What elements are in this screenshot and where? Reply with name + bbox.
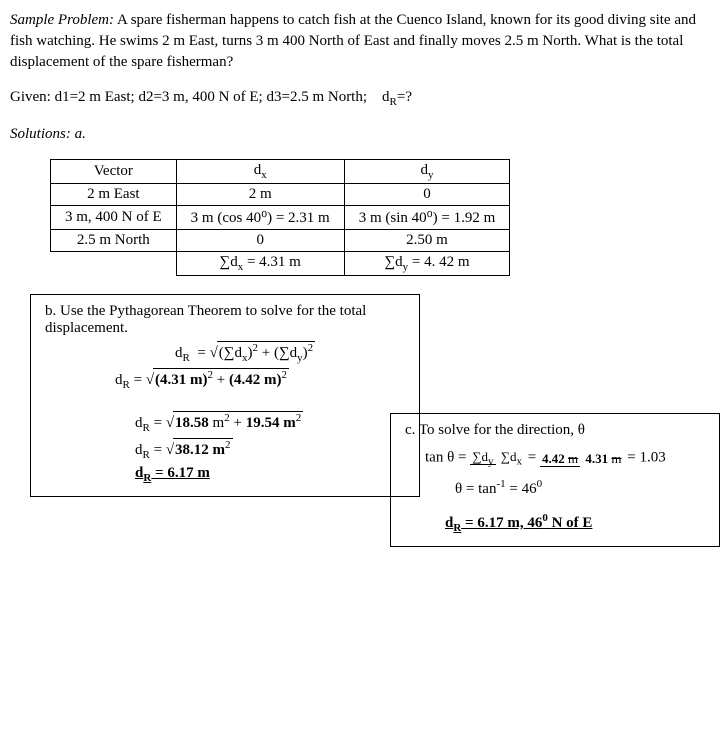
pythag-step1: dR = √(4.31 m)2 + (4.42 m)2: [115, 368, 405, 391]
col-vector: Vector: [51, 160, 177, 184]
problem-statement: Sample Problem: A spare fisherman happen…: [10, 10, 712, 73]
col-dy: dy: [344, 160, 510, 184]
problem-label: Sample Problem:: [10, 12, 114, 28]
given-unknown: dR=?: [382, 89, 412, 105]
table-sum-row: ∑dx = 4.31 m ∑dy = 4. 42 m: [51, 252, 510, 276]
col-dx: dx: [176, 160, 344, 184]
vector-table: Vector dx dy 2 m East 2 m 0 3 m, 400 N o…: [50, 159, 510, 276]
part-b-box: b. Use the Pythagorean Theorem to solve …: [30, 294, 420, 497]
part-b-heading: b. Use the Pythagorean Theorem to solve …: [45, 303, 405, 337]
pythag-step3: dR = √38.12 m2: [135, 438, 405, 461]
table-row: 2 m East 2 m 0: [51, 184, 510, 206]
pythag-formula: dR = √(∑dx)2 + (∑dy)2: [175, 341, 405, 364]
table-row: 2.5 m North 0 2.50 m: [51, 230, 510, 252]
given-line: Given: d1=2 m East; d2=3 m, 400 N of E; …: [10, 87, 712, 110]
part-c-box: c. To solve for the direction, θ tan θ =…: [390, 413, 720, 547]
part-c-heading: c. To solve for the direction, θ: [405, 422, 705, 439]
theta-result: θ = tan-1 = 460: [455, 478, 705, 498]
solutions-label: Solutions: a.: [10, 124, 712, 145]
table-header-row: Vector dx dy: [51, 160, 510, 184]
given-text: Given: d1=2 m East; d2=3 m, 400 N of E; …: [10, 89, 367, 105]
table-row: 3 m, 400 N of E 3 m (cos 40⁰) = 2.31 m 3…: [51, 206, 510, 230]
pythag-step2: dR = √18.58 m2 + 19.54 m2: [135, 411, 405, 434]
final-answer: dR = 6.17 m, 460 N of E: [445, 512, 705, 534]
tan-equation: tan θ = ∑dy ∑dx = 4.42 m 4.31 m = 1.03: [425, 449, 705, 468]
pythag-result: dR = 6.17 m: [135, 465, 405, 484]
